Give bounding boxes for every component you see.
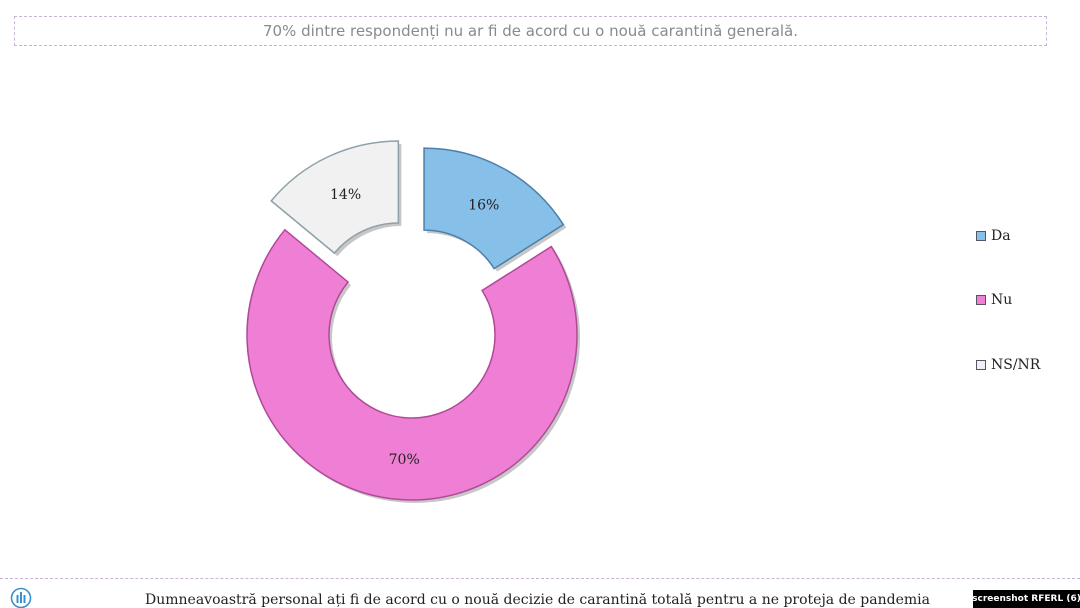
legend-swatch-nsnr (976, 360, 986, 370)
legend-swatch-da (976, 231, 986, 241)
survey-question: Dumneavoastră personal ați fi de acord c… (145, 592, 930, 608)
screenshot-credit: screenshot RFERL (6) (972, 590, 1080, 608)
legend-label-da: Da (991, 228, 1011, 244)
slice-nsnr (270, 140, 400, 255)
legend-item-nu: Nu (976, 292, 1012, 308)
footer-divider (0, 578, 1080, 579)
donut-chart: 16% 70% 14% (246, 140, 580, 504)
data-label-da: 16% (468, 197, 499, 213)
institute-logo-icon (10, 587, 32, 608)
slice-nu (246, 228, 578, 501)
data-label-nsnr: 14% (330, 187, 361, 203)
legend-swatch-nu (976, 295, 986, 305)
legend-item-da: Da (976, 228, 1011, 244)
legend-item-nsnr: NS/NR (976, 357, 1040, 373)
legend-label-nu: Nu (991, 292, 1013, 308)
chart-headline: 70% dintre respondenți nu ar fi de acord… (14, 16, 1047, 46)
slice-da (423, 147, 565, 270)
data-label-nu: 70% (389, 452, 420, 468)
legend-label-nsnr: NS/NR (991, 357, 1041, 373)
